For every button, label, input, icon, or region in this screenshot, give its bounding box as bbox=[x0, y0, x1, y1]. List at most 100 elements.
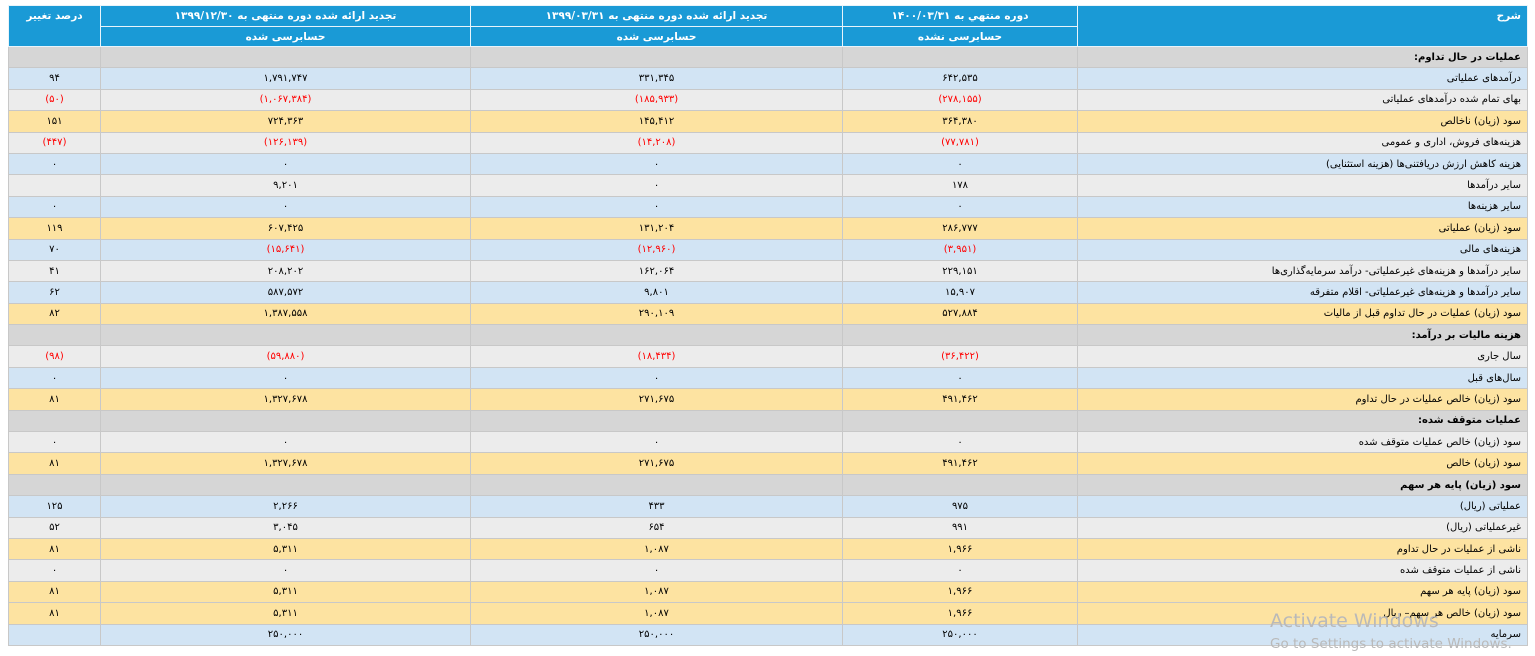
section-empty-cell bbox=[8, 473, 101, 497]
cell-change-percent bbox=[8, 174, 101, 197]
cell-period-1400-03-31: ۱,۹۶۶ bbox=[842, 580, 1078, 604]
cell-period-1400-03-31: ۲۲۹,۱۵۱ bbox=[842, 259, 1078, 283]
table-row: سایر هزینه‌ها ۰ ۰ ۰ ۰ bbox=[8, 195, 1528, 219]
cell-change-percent: ۸۱ bbox=[8, 388, 101, 411]
cell-period-1399-12-30: ۲۵۰,۰۰۰ bbox=[100, 623, 471, 646]
cell-period-1400-03-31: ۰ bbox=[842, 152, 1078, 176]
cell-period-1400-03-31: (۲۷۸,۱۵۵) bbox=[842, 88, 1078, 112]
row-label: سود (زیان) خالص هر سهم– ریال bbox=[1077, 602, 1528, 625]
cell-period-1399-03-31: ۰ bbox=[470, 174, 843, 197]
cell-period-1400-03-31: ۰ bbox=[842, 431, 1078, 454]
row-label: سود (زیان) عملیات در حال تداوم قبل از ما… bbox=[1077, 302, 1528, 326]
cell-change-percent: ۸۱ bbox=[8, 602, 101, 625]
cell-period-1399-12-30: ۲,۲۶۶ bbox=[100, 495, 471, 518]
section-header-row: عملیات متوقف شده: bbox=[8, 409, 1528, 433]
row-label: بهای تمام شده درآمدهای عملیاتی bbox=[1077, 88, 1528, 112]
section-empty-cell bbox=[8, 409, 101, 433]
section-empty-cell bbox=[100, 473, 471, 497]
cell-period-1400-03-31: ۹۹۱ bbox=[842, 516, 1078, 539]
cell-change-percent: ۵۲ bbox=[8, 516, 101, 539]
row-label: سود (زیان) عملیاتی bbox=[1077, 217, 1528, 240]
row-label: سایر درآمدها bbox=[1077, 174, 1528, 197]
table-row: سود (زیان) پایه هر سهم ۱,۹۶۶ ۱,۰۸۷ ۵,۳۱۱ ۸۱ bbox=[8, 580, 1528, 604]
table-row: سود (زیان) خالص عملیات متوقف شده ۰ ۰ ۰ ۰ bbox=[8, 431, 1528, 454]
header-row-status: حسابرسی نشده حسابرسی شده حسابرسی شده bbox=[9, 26, 1528, 47]
row-label: هزینه‌های فروش، اداری و عمومی bbox=[1077, 131, 1528, 154]
col1-title-header[interactable]: دوره منتهي به ۱۴۰۰/۰۳/۳۱ bbox=[842, 5, 1078, 27]
cell-period-1399-12-30: ۱,۳۸۷,۵۵۸ bbox=[100, 302, 471, 326]
row-label: ناشی از عملیات متوقف شده bbox=[1077, 559, 1528, 582]
cell-change-percent: ۰ bbox=[8, 195, 101, 219]
cell-period-1400-03-31: ۴۹۱,۴۶۲ bbox=[842, 452, 1078, 475]
section-label: عملیات در حال تداوم: bbox=[1077, 45, 1528, 69]
table-row: سایر درآمدها و هزینه‌های غیرعملیاتی- درآ… bbox=[8, 259, 1528, 283]
cell-period-1399-12-30: ۲۰۸,۲۰۲ bbox=[100, 259, 471, 283]
table-row: سود (زیان) عملیات در حال تداوم قبل از ما… bbox=[8, 302, 1528, 326]
col1-status-header: حسابرسی نشده bbox=[842, 26, 1078, 47]
cell-change-percent: ۸۱ bbox=[8, 580, 101, 604]
table-row: ناشی از عملیات در حال تداوم ۱,۹۶۶ ۱,۰۸۷ ۵,۳… bbox=[8, 537, 1528, 561]
col3-title-header[interactable]: تجدید ارائه شده دوره منتهی به ۱۳۹۹/۱۲/۳۰ bbox=[100, 5, 471, 27]
row-label: ناشی از عملیات در حال تداوم bbox=[1077, 537, 1528, 561]
cell-period-1400-03-31: ۵۲۷,۸۸۴ bbox=[842, 302, 1078, 326]
cell-period-1400-03-31: ۱,۹۶۶ bbox=[842, 602, 1078, 625]
cell-change-percent: ۸۱ bbox=[8, 452, 101, 475]
cell-period-1400-03-31: ۶۴۲,۵۳۵ bbox=[842, 67, 1078, 90]
cell-period-1399-12-30: ۰ bbox=[100, 152, 471, 176]
row-label: سایر هزینه‌ها bbox=[1077, 195, 1528, 219]
change-percent-header[interactable]: درصد تغییر bbox=[8, 5, 101, 47]
cell-period-1399-03-31: ۰ bbox=[470, 431, 843, 454]
cell-period-1400-03-31: ۱۵,۹۰۷ bbox=[842, 281, 1078, 304]
cell-period-1399-03-31: ۶۵۴ bbox=[470, 516, 843, 539]
cell-change-percent: (۵۰) bbox=[8, 88, 101, 112]
section-empty-cell bbox=[8, 45, 101, 69]
section-header-row: عملیات در حال تداوم: bbox=[8, 45, 1528, 69]
income-statement-table: شرح دوره منتهي به ۱۴۰۰/۰۳/۳۱ تجدید ارائه… bbox=[8, 5, 1528, 646]
cell-period-1399-03-31: ۰ bbox=[470, 195, 843, 219]
cell-period-1399-12-30: ۰ bbox=[100, 366, 471, 390]
table-row: هزینه‌های مالی (۳,۹۵۱) (۱۲,۹۶۰) (۱۵,۶۴۱) ۷۰ bbox=[8, 238, 1528, 261]
cell-period-1400-03-31: (۷۷,۷۸۱) bbox=[842, 131, 1078, 154]
table-row: سود (زیان) خالص هر سهم– ریال ۱,۹۶۶ ۱,۰۸۷ ۵,… bbox=[8, 602, 1528, 625]
table-row: سایر درآمدها و هزینه‌های غیرعملیاتی- اقل… bbox=[8, 281, 1528, 304]
cell-period-1400-03-31: ۳۶۴,۳۸۰ bbox=[842, 110, 1078, 133]
section-empty-cell bbox=[842, 45, 1078, 69]
col2-title-header[interactable]: تجدید ارائه شده دوره منتهی به ۱۳۹۹/۰۳/۳۱ bbox=[470, 5, 843, 27]
cell-period-1399-03-31: (۱۸۵,۹۳۳) bbox=[470, 88, 843, 112]
cell-period-1399-12-30: ۰ bbox=[100, 431, 471, 454]
section-label: سود (زیان) پایه هر سهم bbox=[1077, 473, 1528, 497]
section-empty-cell bbox=[100, 45, 471, 69]
row-label: سود (زیان) خالص عملیات متوقف شده bbox=[1077, 431, 1528, 454]
table-row: سال‌های قبل ۰ ۰ ۰ ۰ bbox=[8, 366, 1528, 390]
cell-period-1399-03-31: ۱۶۲,۰۶۴ bbox=[470, 259, 843, 283]
section-empty-cell bbox=[470, 473, 843, 497]
cell-change-percent: ۸۱ bbox=[8, 537, 101, 561]
table-row: سود (زیان) خالص ۴۹۱,۴۶۲ ۲۷۱,۶۷۵ ۱,۳۲۷,۶۷۸ ۸۱ bbox=[8, 452, 1528, 475]
section-empty-cell bbox=[842, 324, 1078, 347]
table-row: هزینه کاهش ارزش دریافتنی‌ها (هزینه استثن… bbox=[8, 152, 1528, 176]
cell-period-1400-03-31: ۰ bbox=[842, 559, 1078, 582]
cell-period-1399-03-31: ۲۷۱,۶۷۵ bbox=[470, 388, 843, 411]
cell-period-1399-12-30: ۰ bbox=[100, 559, 471, 582]
cell-period-1399-12-30: (۱۵,۶۴۱) bbox=[100, 238, 471, 261]
cell-period-1399-12-30: ۵,۳۱۱ bbox=[100, 537, 471, 561]
cell-period-1399-12-30: ۵,۳۱۱ bbox=[100, 580, 471, 604]
cell-period-1399-03-31: ۱,۰۸۷ bbox=[470, 580, 843, 604]
cell-period-1400-03-31: ۹۷۵ bbox=[842, 495, 1078, 518]
section-empty-cell bbox=[470, 324, 843, 347]
cell-period-1399-03-31: ۳۳۱,۳۴۵ bbox=[470, 67, 843, 90]
cell-change-percent: ۷۰ bbox=[8, 238, 101, 261]
section-empty-cell bbox=[8, 324, 101, 347]
cell-period-1399-03-31: ۱۳۱,۲۰۴ bbox=[470, 217, 843, 240]
section-empty-cell bbox=[842, 409, 1078, 433]
row-label: درآمدهای عملیاتی bbox=[1077, 67, 1528, 90]
cell-period-1399-12-30: ۷۲۴,۳۶۳ bbox=[100, 110, 471, 133]
row-label: سال‌های قبل bbox=[1077, 366, 1528, 390]
cell-period-1399-03-31: ۱,۰۸۷ bbox=[470, 537, 843, 561]
cell-period-1399-12-30: ۰ bbox=[100, 195, 471, 219]
cell-period-1399-12-30: ۱,۷۹۱,۷۴۷ bbox=[100, 67, 471, 90]
section-label: هزینه مالیات بر درآمد: bbox=[1077, 324, 1528, 347]
description-header[interactable]: شرح bbox=[1077, 5, 1528, 47]
section-empty-cell bbox=[842, 473, 1078, 497]
cell-period-1399-12-30: ۹,۲۰۱ bbox=[100, 174, 471, 197]
